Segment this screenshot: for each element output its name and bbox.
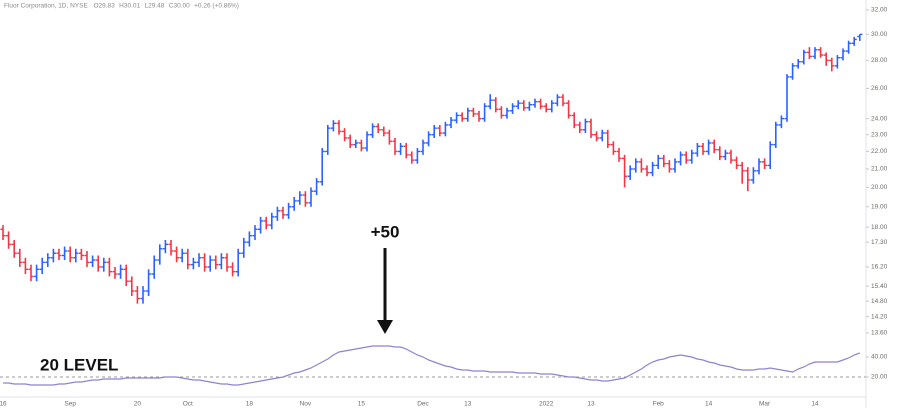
x-tick-label: 13 <box>464 401 472 408</box>
x-tick-label: Nov <box>300 401 312 408</box>
x-tick-label: Dec <box>417 401 429 408</box>
y-tick-label: 19.00 <box>871 203 888 210</box>
y-tick-label: 24.00 <box>871 115 888 122</box>
y-tick-label: 40.00 <box>871 354 888 361</box>
indicator-line <box>3 345 861 386</box>
x-tick-label: Feb <box>653 401 665 408</box>
x-tick-label: 18 <box>246 401 254 408</box>
y-tick-label: 16.20 <box>871 264 888 271</box>
y-tick-label: 14.80 <box>871 298 888 305</box>
y-tick-label: 28.00 <box>871 57 888 64</box>
x-tick-label: Sep <box>64 401 76 408</box>
x-tick-label: 14 <box>705 401 713 408</box>
legend-value: L29.48 <box>145 3 165 10</box>
y-tick-label: 20.00 <box>871 184 888 191</box>
y-tick-label: 23.00 <box>871 131 888 138</box>
legend-value: +0.26 (+0.86%) <box>194 3 239 10</box>
y-tick-label: 20.00 <box>871 374 888 381</box>
arrow-head <box>377 320 393 334</box>
y-tick-label: 13.60 <box>871 330 888 337</box>
legend-value: H30.01 <box>119 3 140 10</box>
y-tick-label: 32.00 <box>871 7 888 14</box>
y-tick-label: 21.00 <box>871 166 888 173</box>
annotation: 20 LEVEL <box>40 355 118 374</box>
y-tick-label: 18.00 <box>871 224 888 231</box>
y-tick-label: 30.00 <box>871 31 888 38</box>
x-tick-label: 20 <box>134 401 142 408</box>
y-tick-label: 15.40 <box>871 283 888 290</box>
legend-value: O29.83 <box>93 3 115 10</box>
x-tick-label: Oct <box>183 401 193 408</box>
x-tick-label: 2022 <box>539 401 554 408</box>
x-tick-label: 13 <box>587 401 595 408</box>
y-tick-label: 14.20 <box>871 313 888 320</box>
y-tick-label: 17.30 <box>871 239 888 246</box>
legend-value: C30.00 <box>169 3 190 10</box>
annotation: +50 <box>371 222 400 241</box>
chart-title: Fluor Corporation, 1D, NYSE <box>4 3 88 10</box>
x-tick-label: 16 <box>0 401 7 408</box>
y-tick-label: 22.00 <box>871 148 888 155</box>
x-tick-label: Mar <box>759 401 771 408</box>
y-tick-label: 26.00 <box>871 85 888 92</box>
x-tick-label: 14 <box>811 401 819 408</box>
x-tick-label: 15 <box>358 401 366 408</box>
